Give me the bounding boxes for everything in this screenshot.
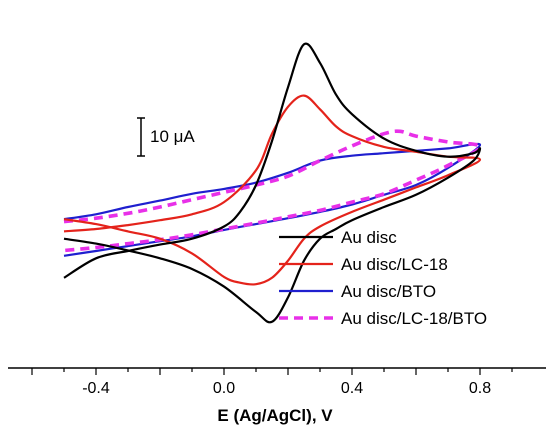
x-tick-layer: -0.4 0.0 0.4 0.8 xyxy=(31,368,513,397)
scale-bar-label: 10 μA xyxy=(150,127,195,146)
series-line-1 xyxy=(63,94,482,286)
scale-bar: 10 μA xyxy=(137,117,195,157)
series-line-3 xyxy=(63,129,482,253)
series-layer xyxy=(63,42,482,324)
series-line-0 xyxy=(63,42,482,324)
x-tick-label: 0.4 xyxy=(341,380,363,397)
x-tick-label: -0.4 xyxy=(82,380,110,397)
legend-label-0: Au disc xyxy=(341,228,397,247)
legend-label-1: Au disc/LC-18 xyxy=(341,255,448,274)
legend: Au disc Au disc/LC-18 Au disc/BTO Au disc/L… xyxy=(279,228,487,328)
x-tick-label: 0.0 xyxy=(213,380,235,397)
x-axis-title: E (Ag/AgCl), V xyxy=(217,406,333,425)
legend-label-3: Au disc/LC-18/BTO xyxy=(341,309,487,328)
x-tick-label: 0.8 xyxy=(469,380,491,397)
legend-label-2: Au disc/BTO xyxy=(341,282,436,301)
series-line-2 xyxy=(63,142,482,257)
